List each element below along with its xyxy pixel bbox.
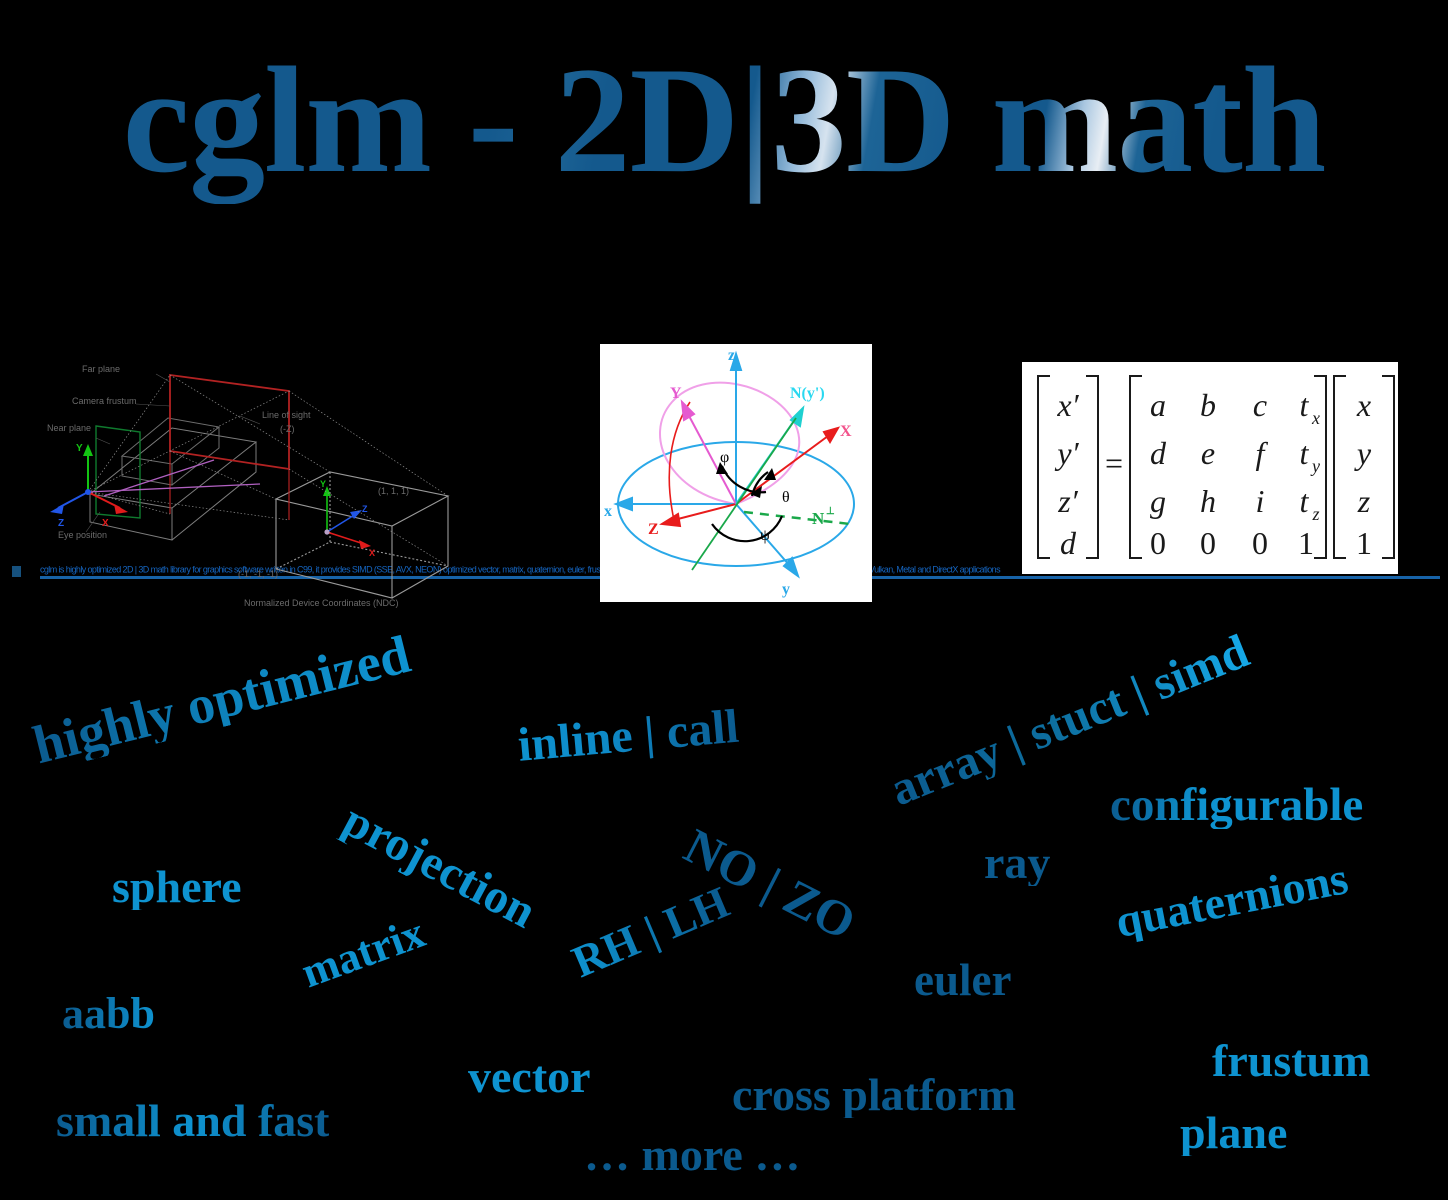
matrix-cell-2-1: h	[1200, 483, 1216, 519]
matrix-cell-1-1: e	[1201, 435, 1215, 471]
cloud-word: quaternions	[1111, 852, 1353, 948]
matrix-cell-3-0: 0	[1150, 525, 1166, 561]
cloud-word: plane	[1180, 1107, 1288, 1158]
matrix-cell-1-3: t	[1300, 435, 1310, 471]
matrix-cell-0-1: b	[1200, 387, 1216, 423]
euler-rot-z-label: Z	[648, 521, 659, 538]
matrix-rhs-3: 1	[1356, 525, 1372, 561]
matrix-cell-0-3-sub: x	[1311, 408, 1320, 428]
frustum-svg: Y X Z	[47, 364, 450, 608]
matrix-svg: x′ y′ z′ d = a b c t x d e f t y g h i t…	[1022, 362, 1398, 574]
matrix-cell-0-0: a	[1150, 387, 1166, 423]
matrix-equation-figure: x′ y′ z′ d = a b c t x d e f t y g h i t…	[1022, 362, 1398, 574]
cloud-word: frustum	[1212, 1035, 1371, 1086]
matrix-lhs-3: d	[1060, 525, 1077, 561]
cloud-word: small and fast	[56, 1095, 330, 1146]
subtitle-microtext: cglm is highly optimized 2D | 3D math li…	[40, 564, 1001, 575]
euler-angles-figure: z x y X Y Z N(y') N ⊥ φ θ ψ	[600, 344, 872, 602]
cloud-word: ray	[984, 837, 1051, 888]
euler-angle-theta-label: θ	[782, 489, 790, 506]
matrix-rhs-0: x	[1356, 387, 1371, 423]
cloud-word: aabb	[62, 989, 155, 1038]
euler-fixed-y-label: y	[782, 581, 790, 598]
euler-angle-phi-label: φ	[720, 449, 729, 466]
ndc-axis-z-label: Z	[362, 504, 368, 514]
line-of-sight-axis-label: (-Z)	[280, 424, 295, 434]
matrix-equals: =	[1105, 445, 1123, 481]
euler-node-perp-label: N	[812, 509, 825, 528]
axis-x-label: X	[102, 518, 109, 529]
matrix-cell-0-2: c	[1253, 387, 1267, 423]
matrix-cell-3-2: 0	[1252, 525, 1268, 561]
euler-angle-psi-label: ψ	[760, 527, 770, 544]
matrix-lhs-0: x′	[1056, 387, 1079, 423]
cloud-word: projection	[334, 793, 545, 939]
matrix-rhs-1: y	[1354, 435, 1372, 471]
ndc-axis-y-label: Y	[320, 479, 326, 489]
euler-node-perp-sup: ⊥	[826, 506, 835, 517]
axis-y-label: Y	[76, 443, 83, 454]
matrix-lhs-1: y′	[1054, 435, 1079, 471]
cloud-word: euler	[914, 955, 1012, 1005]
matrix-cell-1-0: d	[1150, 435, 1167, 471]
cloud-word: vector	[468, 1051, 591, 1102]
ndc-min-label: (-1, -1, -1)	[238, 569, 278, 579]
cloud-word: configurable	[1110, 779, 1364, 831]
cloud-word: sphere	[112, 861, 242, 912]
title-block: cglm - 2D|3D math	[0, 44, 1448, 196]
camera-frustum-figure: Y X Z	[44, 344, 464, 614]
cloud-word: … more …	[584, 1129, 801, 1180]
matrix-cell-3-3: 1	[1298, 525, 1314, 561]
euler-rot-y-label: Y	[670, 385, 682, 402]
camera-frustum-label: Camera frustum	[72, 396, 137, 406]
matrix-cell-2-0: g	[1150, 483, 1166, 519]
cloud-word: highly optimized	[27, 623, 416, 776]
matrix-cell-3-1: 0	[1200, 525, 1216, 561]
cloud-word: inline | call	[515, 699, 741, 772]
far-plane-label: Far plane	[82, 364, 120, 374]
matrix-cell-0-3: t	[1300, 387, 1310, 423]
bullet-marker-icon	[12, 566, 21, 577]
page-title: cglm - 2D|3D math	[122, 36, 1327, 204]
eye-position-label: Eye position	[58, 530, 107, 540]
euler-fixed-z-label: z	[728, 347, 735, 364]
ndc-axis-x-label: X	[369, 548, 375, 558]
ndc-max-label: (1, 1, 1)	[378, 486, 409, 496]
cloud-word: matrix	[294, 907, 432, 998]
matrix-cell-2-3-sub: z	[1311, 504, 1319, 524]
matrix-cell-2-2: i	[1256, 483, 1265, 519]
matrix-lhs-2: z′	[1057, 483, 1078, 519]
axis-z-label: Z	[58, 518, 64, 529]
euler-fixed-x-label: x	[604, 503, 612, 520]
euler-rot-x-label: X	[840, 423, 852, 440]
euler-svg: z x y X Y Z N(y') N ⊥ φ θ ψ	[600, 344, 872, 602]
matrix-rhs-2: z	[1357, 483, 1371, 519]
subtitle-rule: cglm is highly optimized 2D | 3D math li…	[0, 279, 1448, 579]
cloud-word: RH | LH	[564, 876, 737, 988]
ndc-caption: Normalized Device Coordinates (NDC)	[244, 598, 399, 608]
line-of-sight-label: Line of sight	[262, 410, 311, 420]
near-plane-label: Near plane	[47, 423, 91, 433]
euler-node-label: N(y')	[790, 385, 825, 402]
matrix-cell-1-3-sub: y	[1310, 456, 1320, 476]
cloud-word: cross platform	[732, 1069, 1017, 1120]
matrix-cell-2-3: t	[1300, 483, 1310, 519]
feature-word-cloud: highly optimized inline | call array | stu…	[0, 610, 1448, 1200]
